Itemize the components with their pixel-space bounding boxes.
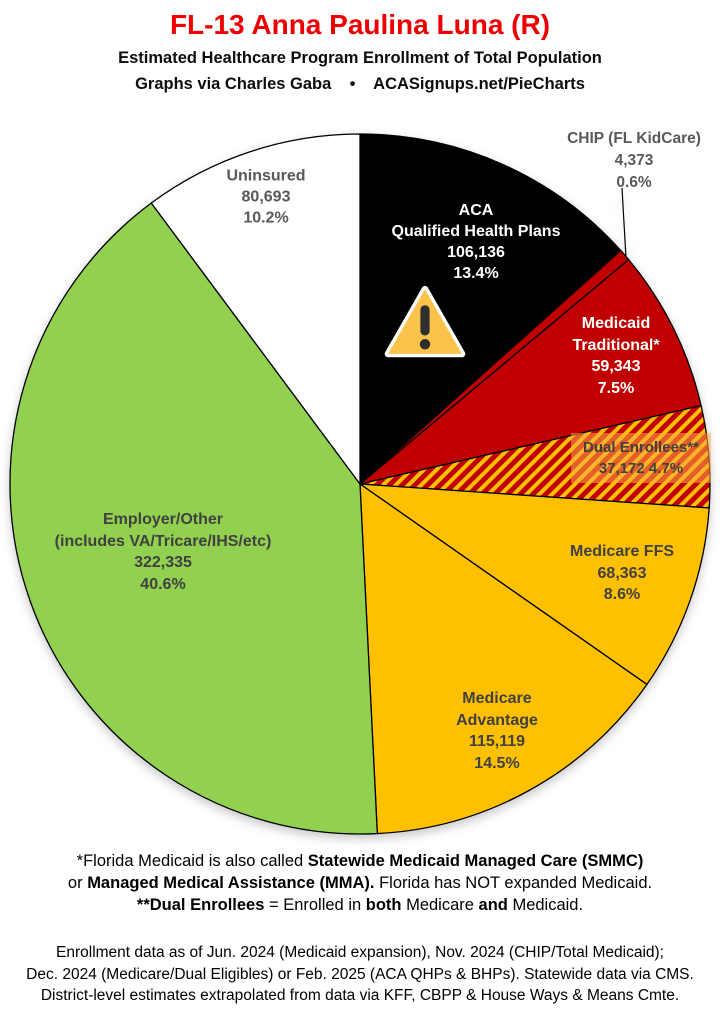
warning-triangle-icon xyxy=(383,283,467,361)
pie-slice-aca-qhp xyxy=(359,133,622,485)
medicaid-footnote: *Florida Medicaid is also called Statewi… xyxy=(0,850,720,916)
page-title: FL-13 Anna Paulina Luna (R) xyxy=(169,9,551,40)
pie-slice-uninsured xyxy=(150,133,361,485)
chart-credit: Graphs via Charles Gaba • ACASignups.net… xyxy=(135,75,585,93)
pie-chart xyxy=(9,133,711,835)
source-line-3: District-level estimates extrapolated fr… xyxy=(40,987,680,1004)
warning-exclamation-dot xyxy=(419,339,431,350)
pie-slice-medicaid-traditional xyxy=(359,259,702,485)
source-line-2: Dec. 2024 (Medicare/Dual Eligibles) or F… xyxy=(26,965,694,983)
chip-callout-line xyxy=(621,187,627,259)
footnote-line-1: *Florida Medicaid is also called Statewi… xyxy=(76,852,644,870)
pie-slice-employer-other xyxy=(9,202,378,835)
pie-slice-medicare-advantage xyxy=(359,483,648,835)
footnote-line-3: **Dual Enrollees = Enrolled in both Medi… xyxy=(136,896,584,914)
chart-subtitle: Estimated Healthcare Program Enrollment … xyxy=(118,49,602,67)
footnote-line-2: or Managed Medical Assistance (MMA). Flo… xyxy=(67,874,653,892)
warning-exclamation-bar xyxy=(420,305,430,336)
source-line-1: Enrollment data as of Jun. 2024 (Medicai… xyxy=(56,944,664,961)
pie-slice-medicare-ffs xyxy=(359,483,710,686)
source-note: Enrollment data as of Jun. 2024 (Medicai… xyxy=(0,942,720,1007)
pie-chart-area: ACA Qualified Health Plans 106,136 13.4% CHI… xyxy=(0,120,720,850)
